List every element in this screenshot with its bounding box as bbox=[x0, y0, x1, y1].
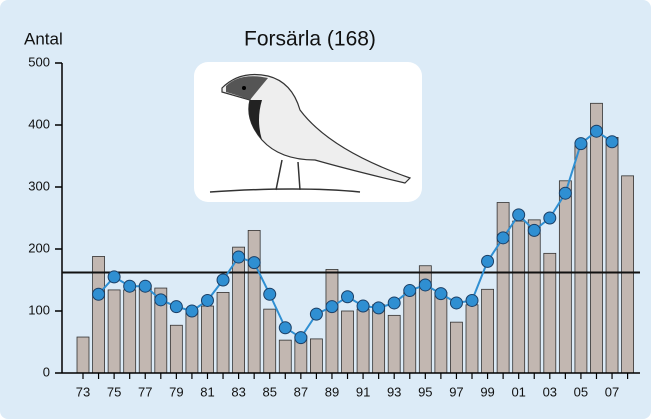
y-axis-label: Antal bbox=[24, 29, 63, 48]
bar bbox=[123, 289, 137, 374]
x-tick-label: 75 bbox=[107, 384, 121, 399]
bar bbox=[527, 219, 541, 374]
trend-point bbox=[481, 254, 495, 268]
x-tick-label: 05 bbox=[574, 384, 588, 399]
bar bbox=[263, 308, 277, 374]
trend-point bbox=[325, 300, 339, 314]
bar bbox=[403, 291, 417, 374]
trend-point bbox=[543, 211, 557, 225]
bar bbox=[605, 136, 619, 374]
bar bbox=[512, 220, 526, 374]
bar bbox=[309, 338, 323, 374]
bar bbox=[481, 288, 494, 374]
trend-point bbox=[605, 135, 619, 149]
trend-point bbox=[496, 231, 510, 245]
x-tick-label: 95 bbox=[418, 384, 432, 399]
bar bbox=[247, 229, 261, 374]
trend-point bbox=[138, 279, 152, 293]
bar bbox=[387, 314, 401, 374]
bar bbox=[574, 143, 588, 374]
bar bbox=[434, 291, 448, 374]
bar bbox=[621, 175, 634, 374]
trend-point bbox=[387, 296, 401, 310]
bird-illustration bbox=[194, 62, 422, 202]
trend-point bbox=[558, 186, 572, 200]
trend-point bbox=[465, 293, 479, 307]
x-tick-label: 79 bbox=[169, 384, 183, 399]
y-tick-label: 200 bbox=[28, 240, 50, 255]
trend-point bbox=[185, 304, 199, 318]
bar bbox=[558, 180, 572, 374]
bar bbox=[372, 304, 386, 374]
bar bbox=[356, 308, 370, 374]
bar bbox=[590, 102, 603, 374]
x-tick-label: 87 bbox=[294, 384, 308, 399]
chart-title: Forsärla (168) bbox=[244, 28, 376, 51]
x-tick-label: 73 bbox=[76, 384, 90, 399]
y-tick-label: 500 bbox=[28, 54, 50, 69]
trend-point bbox=[418, 278, 432, 292]
trend-point bbox=[247, 256, 261, 270]
bar bbox=[465, 304, 479, 374]
trend-point bbox=[232, 250, 246, 264]
bar bbox=[185, 310, 199, 374]
trend-point bbox=[309, 307, 323, 321]
trend-point bbox=[278, 321, 292, 335]
trend-point bbox=[372, 301, 386, 315]
trend-point bbox=[294, 331, 308, 345]
trend-point bbox=[169, 300, 183, 314]
bar bbox=[450, 321, 463, 374]
trend-point bbox=[92, 287, 106, 301]
trend-point bbox=[434, 287, 448, 301]
trend-point bbox=[527, 223, 541, 237]
bar bbox=[107, 289, 121, 374]
x-tick-label: 01 bbox=[511, 384, 525, 399]
x-tick-label: 91 bbox=[356, 384, 370, 399]
x-tick-label: 99 bbox=[480, 384, 494, 399]
trend-point bbox=[356, 299, 370, 313]
x-tick-label: 81 bbox=[200, 384, 214, 399]
trend-point bbox=[449, 296, 463, 310]
bar bbox=[138, 284, 152, 374]
x-tick-label: 07 bbox=[605, 384, 619, 399]
y-tick-label: 300 bbox=[28, 178, 50, 193]
trend-point bbox=[589, 124, 603, 138]
bar bbox=[92, 256, 105, 374]
x-tick-label: 85 bbox=[262, 384, 276, 399]
trend-point bbox=[263, 287, 277, 301]
trend-point bbox=[123, 279, 137, 293]
x-tick-label: 93 bbox=[387, 384, 401, 399]
trend-point bbox=[341, 290, 355, 304]
x-tick-label: 77 bbox=[138, 384, 152, 399]
trend-point bbox=[154, 293, 168, 307]
y-tick-label: 0 bbox=[43, 364, 50, 379]
bar bbox=[278, 339, 292, 374]
bar bbox=[76, 336, 90, 374]
bar bbox=[169, 324, 183, 374]
trend-point bbox=[107, 270, 121, 284]
bar bbox=[325, 269, 339, 374]
trend-point bbox=[216, 273, 230, 287]
trend-line bbox=[97, 129, 613, 340]
x-tick-label: 03 bbox=[543, 384, 557, 399]
bar bbox=[201, 305, 214, 374]
x-tick-label: 97 bbox=[449, 384, 463, 399]
x-tick-label: 83 bbox=[231, 384, 245, 399]
trend-point bbox=[403, 284, 417, 298]
bar bbox=[496, 202, 510, 374]
y-tick-label: 100 bbox=[28, 302, 50, 317]
bar bbox=[543, 252, 557, 374]
x-tick-label: 89 bbox=[325, 384, 339, 399]
bar bbox=[341, 310, 354, 374]
trend-point bbox=[200, 293, 214, 307]
y-tick-label: 400 bbox=[28, 116, 50, 131]
trend-point bbox=[512, 208, 526, 222]
trend-point bbox=[574, 137, 588, 151]
bar bbox=[232, 246, 246, 374]
bar bbox=[216, 291, 230, 374]
